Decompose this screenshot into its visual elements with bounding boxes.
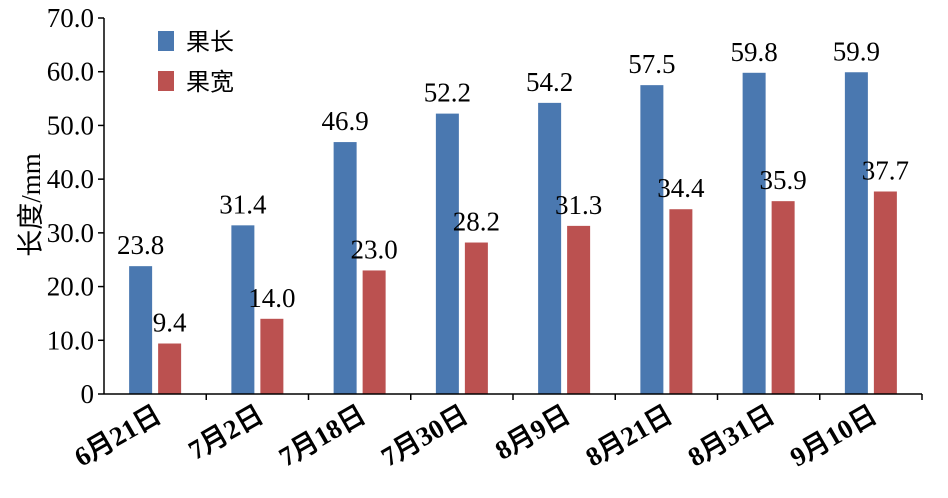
y-tick-label: 40.0 (47, 164, 94, 194)
bar-fruit-length (844, 72, 868, 394)
y-tick-label: 10.0 (47, 325, 94, 355)
data-label: 14.0 (248, 283, 295, 313)
bar-fruit-width (873, 191, 897, 394)
y-tick-label: 30.0 (47, 218, 94, 248)
x-tick-label: 7月30日 (376, 399, 473, 472)
data-label: 59.9 (833, 36, 880, 66)
bar-fruit-width (260, 318, 284, 394)
bar-fruit-width (464, 242, 488, 394)
x-tick-label: 8月31日 (683, 399, 780, 472)
x-tick-label: 8月21日 (581, 399, 678, 472)
bar-fruit-width (771, 201, 795, 394)
bar-fruit-length (640, 85, 664, 395)
data-label: 31.3 (555, 190, 602, 220)
legend-label: 果宽 (186, 69, 234, 96)
bar-fruit-length (538, 102, 562, 395)
y-tick-label: 20.0 (47, 272, 94, 302)
x-tick-label: 7月18日 (274, 399, 371, 472)
x-axis: 6月21日 7月2日 7月18日 7月30日 8月9日 8月21日 8月31日 9月10日 (69, 393, 923, 472)
y-tick-label: 60.0 (47, 57, 94, 87)
data-label: 31.4 (219, 189, 267, 219)
data-label: 46.9 (322, 106, 369, 136)
x-tick-label: 7月2日 (183, 399, 268, 465)
x-tick-label: 6月21日 (69, 399, 166, 472)
data-label: 9.4 (153, 308, 187, 338)
legend-swatch (158, 31, 174, 51)
y-tick-label: 70.0 (47, 3, 94, 33)
x-tick-label: 9月10日 (785, 399, 882, 472)
bar-fruit-length (333, 142, 357, 394)
bar-fruit-width (362, 270, 386, 394)
data-label: 59.8 (731, 37, 778, 67)
data-label: 57.5 (628, 49, 675, 79)
bars-group: 23.8 9.4 31.4 14.0 46.9 23.0 52.2 28.2 54.2 31.3 5… (117, 36, 909, 395)
data-label: 37.7 (862, 155, 909, 185)
bar-fruit-width (158, 343, 182, 394)
legend-label: 果长 (186, 29, 234, 56)
data-label: 52.2 (424, 78, 471, 108)
bar-fruit-length (742, 72, 766, 394)
data-label: 34.4 (657, 173, 705, 203)
y-tick-label: 50.0 (47, 110, 94, 140)
y-axis-title: 长度/mm (16, 153, 46, 257)
bar-fruit-width (669, 209, 693, 394)
y-axis: 0 10.0 20.0 30.0 40.0 50.0 60.0 70.0 (47, 3, 105, 409)
data-label: 28.2 (453, 207, 500, 237)
data-label: 23.8 (117, 230, 164, 260)
bar-fruit-length (231, 225, 255, 394)
bar-fruit-length (435, 113, 459, 395)
bar-fruit-width (567, 225, 591, 394)
legend-swatch (158, 71, 174, 91)
data-label: 23.0 (351, 234, 398, 264)
y-tick-label: 0 (81, 379, 95, 409)
data-label: 54.2 (526, 67, 573, 97)
x-tick-label: 8月9日 (490, 399, 575, 465)
data-label: 35.9 (760, 165, 807, 195)
bar-fruit-length (129, 266, 153, 394)
